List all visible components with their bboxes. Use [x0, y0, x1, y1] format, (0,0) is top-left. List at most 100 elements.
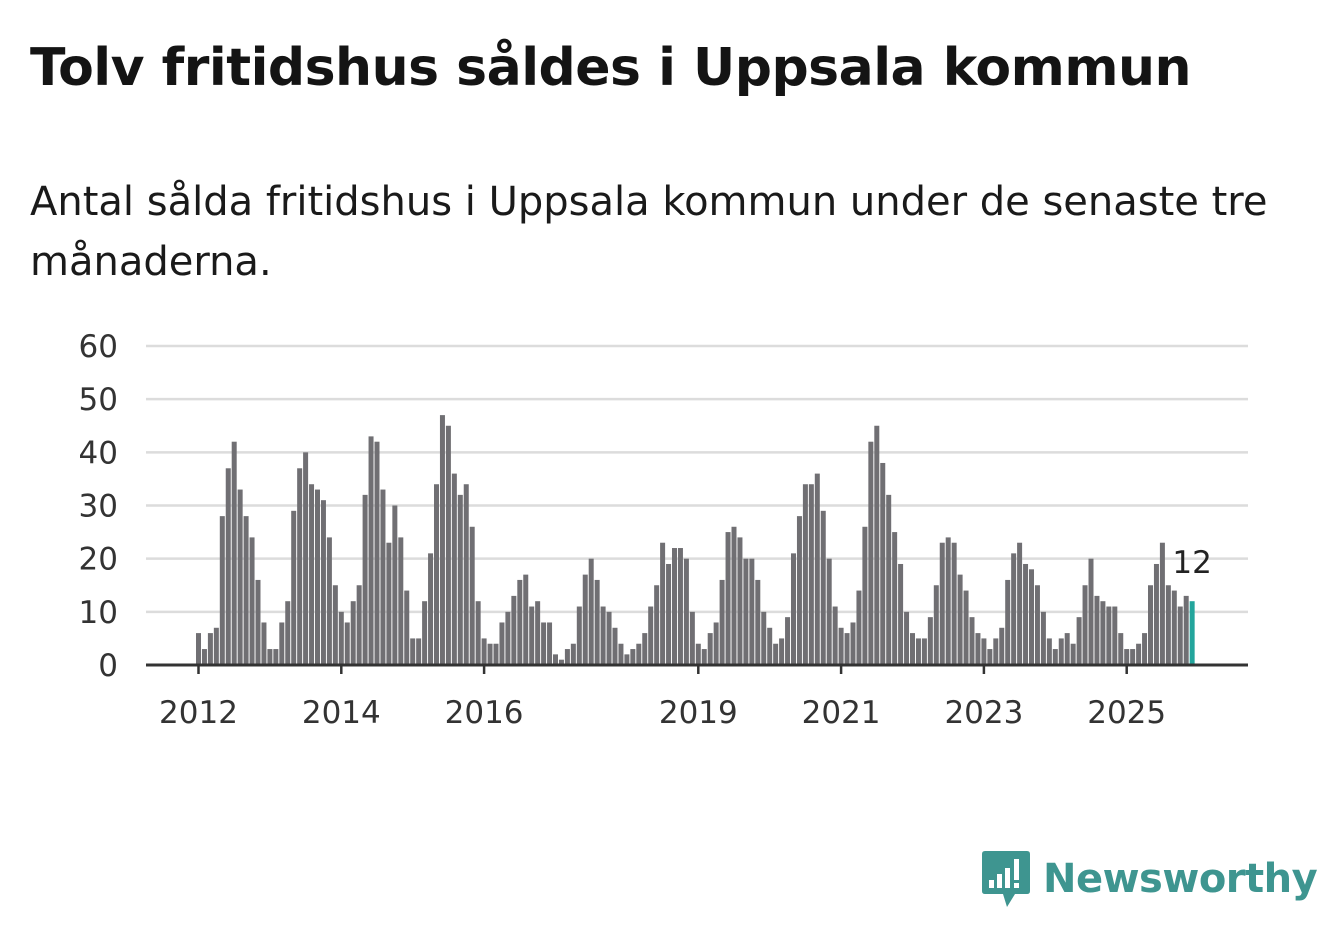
- bar-highlight: [1189, 601, 1195, 665]
- bar: [969, 617, 975, 665]
- bar: [451, 473, 457, 665]
- bar: [493, 643, 499, 665]
- bar: [957, 574, 963, 665]
- bar: [588, 558, 594, 665]
- bar: [880, 462, 886, 665]
- bar: [1023, 563, 1029, 665]
- y-tick-label: 0: [98, 648, 118, 684]
- bar: [475, 601, 481, 665]
- bar: [666, 563, 672, 665]
- bar: [660, 542, 666, 665]
- bar: [255, 579, 261, 665]
- bar: [517, 579, 523, 665]
- bar: [505, 611, 511, 665]
- bar: [350, 601, 356, 665]
- bar: [1070, 643, 1076, 665]
- bar: [570, 643, 576, 665]
- bar: [213, 627, 219, 665]
- bar: [725, 532, 731, 665]
- x-tick-label: 2016: [445, 695, 524, 731]
- bar: [326, 537, 332, 665]
- bar: [499, 622, 505, 665]
- bar: [981, 638, 987, 665]
- bar: [201, 649, 207, 665]
- bar: [749, 558, 755, 665]
- bar: [564, 649, 570, 665]
- bar: [219, 516, 225, 665]
- bar: [689, 611, 695, 665]
- bar: [1076, 617, 1082, 665]
- bar: [445, 425, 451, 665]
- bar: [832, 606, 838, 665]
- bar: [249, 537, 255, 665]
- bar: [612, 627, 618, 665]
- x-tick-label: 2025: [1087, 695, 1166, 731]
- bar: [862, 526, 868, 665]
- bar: [303, 452, 309, 665]
- bar: [416, 638, 422, 665]
- bar: [368, 436, 374, 665]
- bar: [1082, 585, 1088, 665]
- bar: [892, 532, 898, 665]
- bar: [838, 627, 844, 665]
- bar: [196, 633, 201, 665]
- bar: [553, 654, 558, 665]
- newsworthy-logo[interactable]: Newsworthy: [981, 849, 1318, 909]
- bar: [648, 606, 654, 665]
- bar: [921, 638, 927, 665]
- bar: [719, 579, 725, 665]
- bar: [582, 574, 588, 665]
- bar: [1136, 643, 1142, 665]
- bar: [707, 633, 713, 665]
- bar: [594, 579, 600, 665]
- y-tick-label: 60: [79, 329, 118, 365]
- x-tick-label: 2012: [159, 695, 238, 731]
- bar: [701, 649, 707, 665]
- bar: [773, 643, 779, 665]
- bar: [856, 590, 862, 665]
- bar: [874, 425, 880, 665]
- bar: [279, 622, 285, 665]
- bar: [910, 633, 915, 665]
- bar: [630, 649, 636, 665]
- bar: [677, 548, 683, 665]
- bar: [785, 617, 791, 665]
- bar: [207, 633, 213, 665]
- bar: [1112, 606, 1118, 665]
- bar: [1034, 585, 1040, 665]
- bar: [576, 606, 582, 665]
- bar: [273, 649, 279, 665]
- x-tick-label: 2014: [302, 695, 381, 731]
- bar: [1159, 542, 1165, 665]
- bar: [606, 611, 612, 665]
- bar: [1183, 595, 1189, 665]
- bar: [225, 468, 231, 665]
- bar: [1088, 558, 1094, 665]
- y-tick-label: 20: [79, 542, 118, 578]
- bar: [320, 500, 326, 665]
- bar: [487, 643, 493, 665]
- y-tick-label: 30: [79, 489, 118, 525]
- bar: [755, 579, 761, 665]
- bar: [362, 494, 368, 665]
- y-tick-label: 50: [79, 382, 118, 418]
- bar: [987, 649, 993, 665]
- bar: [933, 585, 939, 665]
- bar: [814, 473, 820, 665]
- newsworthy-logo-icon: [982, 851, 1030, 907]
- bar: [374, 441, 380, 665]
- bar: [796, 516, 802, 665]
- bar: [683, 558, 689, 665]
- bar: [523, 574, 529, 665]
- bar: [963, 590, 969, 665]
- bar: [1171, 590, 1177, 665]
- bar: [1106, 606, 1112, 665]
- x-tick-label: 2021: [802, 695, 881, 731]
- bar: [713, 622, 719, 665]
- bar: [356, 585, 362, 665]
- bar: [267, 649, 273, 665]
- bar: [428, 553, 434, 665]
- bar: [1064, 633, 1070, 665]
- bar: [618, 643, 624, 665]
